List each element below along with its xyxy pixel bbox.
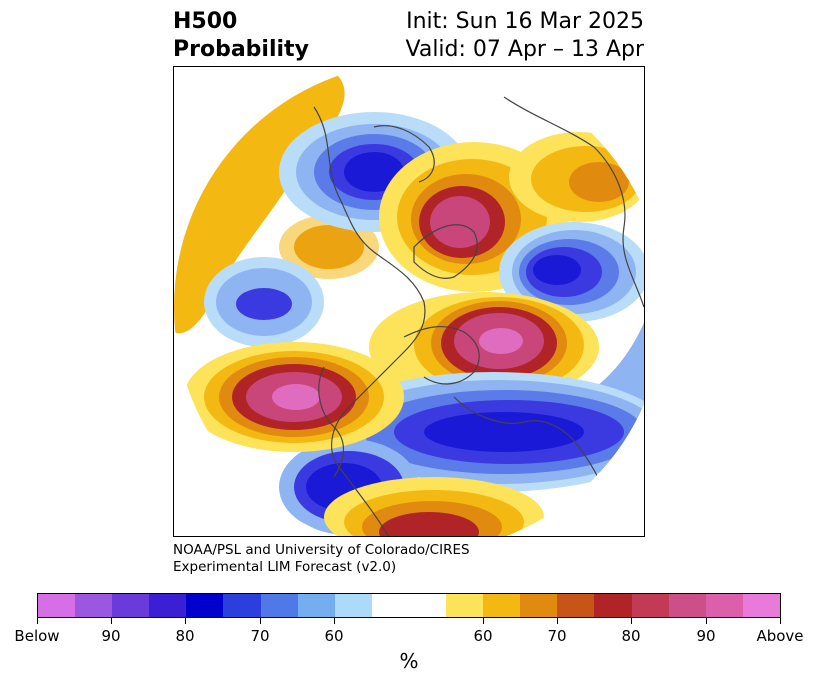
anomaly-above-arctic-90 [430,196,490,248]
coastline-greenland [413,224,478,279]
coastline-arctic-islands [373,125,435,183]
colorbar-tick-label: 70 [250,627,270,645]
colorbar-swatch [38,594,76,617]
forecast-dates: Init: Sun 16 Mar 2025 Valid: 07 Apr – 13… [406,8,645,64]
globe [174,67,644,536]
map-canvas [174,67,644,536]
colorbar-swatch [668,594,706,617]
coastline-pacific-rim [318,366,344,478]
colorbar-swatch [594,594,632,617]
colorbar-tick-label: 60 [473,627,493,645]
credit-line-2: Experimental LIM Forecast (v2.0) [173,559,397,575]
colorbar-tick-label: Above [756,627,804,645]
anomaly-above-northeast-70 [569,162,629,202]
colorbar-swatch [483,594,521,617]
coastline-eurasia [503,96,644,308]
credit-text: NOAA/PSL and University of Colorado/CIRE… [173,542,470,576]
colorbar-tick-mark [334,618,335,624]
colorbar-tick-label: 90 [101,627,121,645]
anomaly-below-northwest-90 [344,152,404,192]
init-date: Init: Sun 16 Mar 2025 [406,9,644,34]
colorbar-tick-mark [185,618,186,624]
anomaly-above-west-gold [279,215,379,279]
colorbar-tick-label: 80 [621,627,641,645]
colorbar-swatch [631,594,669,617]
probability-map [173,66,645,537]
colorbar-unit-label: % [399,649,419,673]
colorbar-swatch [446,594,484,617]
anomaly-below-south-90 [424,412,584,452]
colorbar-swatch [408,594,447,617]
anomaly-below-west-80 [236,288,292,320]
colorbar-swatch [371,594,409,617]
colorbar-tick-label: 70 [547,627,567,645]
colorbar-tick-label: 60 [324,627,344,645]
anomaly-below-east-90 [533,255,581,285]
colorbar-swatch [186,594,224,617]
colorbar-swatch [557,594,595,617]
colorbar-tick-mark [631,618,632,624]
colorbar-swatch [112,594,150,617]
colorbar-swatch [75,594,113,617]
coastline-europe [403,326,480,385]
title-line-2: Probability [173,37,309,62]
colorbar-swatch [520,594,558,617]
colorbar-tick-mark [780,618,781,624]
colorbar [37,593,781,618]
colorbar-swatch [149,594,187,617]
chart-title: H500 Probability [173,8,309,64]
colorbar-swatch [297,594,335,617]
anomaly-above-europe-max [479,328,523,354]
colorbar-swatch [223,594,261,617]
colorbar-tick-label: Below [14,627,60,645]
colorbar-swatch [260,594,298,617]
colorbar-swatch [705,594,743,617]
valid-range: Valid: 07 Apr – 13 Apr [405,37,645,62]
colorbar-tick-mark [37,618,38,624]
colorbar-tick-mark [111,618,112,624]
colorbar-tick-mark [483,618,484,624]
colorbar-swatch [334,594,372,617]
colorbar-tick-mark [260,618,261,624]
anomaly-above-pacific-max [272,384,320,410]
colorbar-tick-label: 90 [696,627,716,645]
colorbar-swatch [742,594,780,617]
anomaly-above-bottom-80 [379,512,479,536]
colorbar-tick-label: 80 [175,627,195,645]
colorbar-tick-mark [557,618,558,624]
colorbar-tick-mark [706,618,707,624]
title-line-1: H500 [173,9,238,34]
credit-line-1: NOAA/PSL and University of Colorado/CIRE… [173,542,470,558]
